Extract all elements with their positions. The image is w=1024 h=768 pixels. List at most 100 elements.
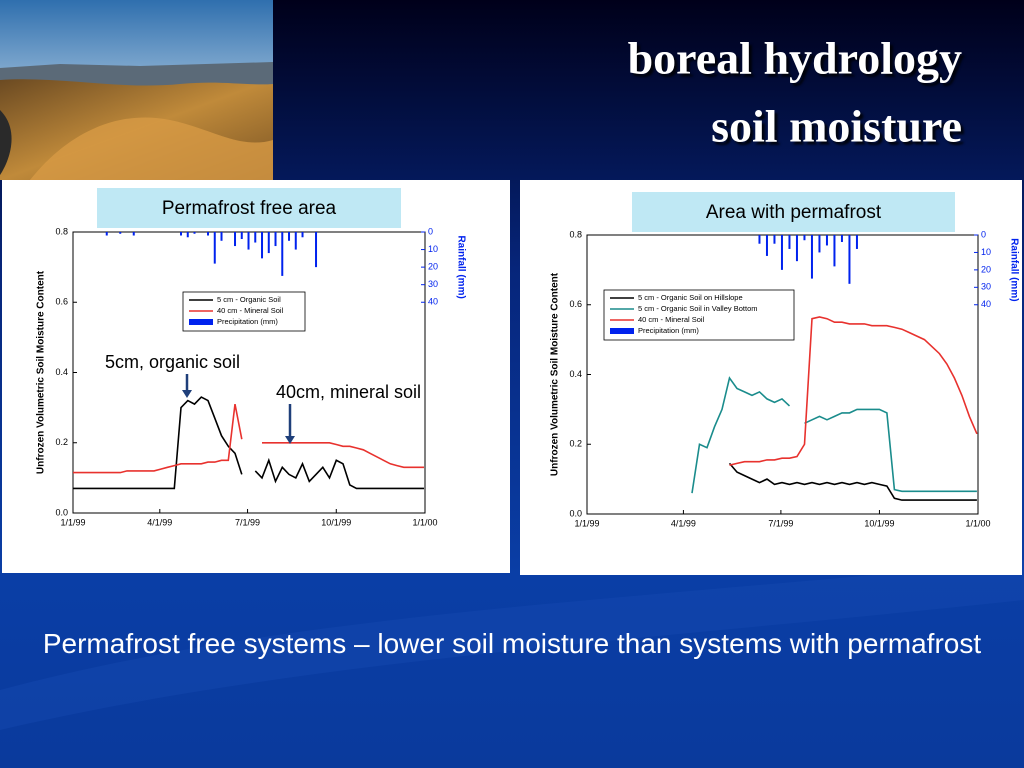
y2-axis-label: Rainfall (mm) xyxy=(455,235,466,298)
precip-bar xyxy=(780,235,783,270)
panel-label-box xyxy=(97,188,401,228)
precip-bar xyxy=(855,235,858,249)
series-line xyxy=(691,376,977,494)
precip-bar xyxy=(247,232,250,250)
precip-bar xyxy=(288,232,291,241)
precip-bar xyxy=(795,235,798,262)
panel-label-box xyxy=(632,192,955,232)
photo xyxy=(0,0,273,180)
y2-tick-label: 30 xyxy=(981,282,991,292)
legend-box xyxy=(603,289,795,341)
y2-tick-label: 0 xyxy=(428,226,433,236)
precip-bar xyxy=(207,232,210,236)
y2-tick-label: 20 xyxy=(981,264,991,274)
series-line xyxy=(728,462,977,501)
y-tick-label: 0.4 xyxy=(55,367,68,377)
annotation-arrowhead xyxy=(182,390,192,398)
precip-bar xyxy=(833,235,836,267)
y2-axis-label: Rainfall (mm) xyxy=(1008,238,1019,301)
precip-bar xyxy=(213,232,216,264)
panel-label: Area with permafrost xyxy=(706,202,882,223)
y2-tick-label: 40 xyxy=(981,299,991,309)
legend-label: 40 cm - Mineral Soil xyxy=(638,315,705,324)
chart: Permafrost free area 0.0 0.2 0.4 0.6 0.8 1/1/9… xyxy=(2,180,510,573)
precip-bar xyxy=(281,232,284,276)
legend-label: 40 cm - Mineral Soil xyxy=(217,306,284,315)
x-tick-label: 7/1/99 xyxy=(235,517,260,527)
precip-bar xyxy=(240,232,243,240)
precip-bar xyxy=(818,235,821,253)
slide-title: boreal hydrology xyxy=(628,33,962,84)
y2-tick-label: 20 xyxy=(428,262,438,272)
y-tick-label: 0.0 xyxy=(55,507,68,517)
legend-swatch xyxy=(610,328,634,334)
y-tick-label: 0.2 xyxy=(569,439,582,449)
precip-bar xyxy=(840,235,843,242)
y2-tick-label: 40 xyxy=(428,297,438,307)
y-tick-label: 0.8 xyxy=(55,226,68,236)
series-line xyxy=(73,396,424,490)
legend-swatch xyxy=(189,319,213,325)
annotation: 5cm, organic soil xyxy=(105,352,240,372)
precip-bar xyxy=(315,232,318,268)
y2-tick-label: 30 xyxy=(428,279,438,289)
legend-label: Precipitation (mm) xyxy=(217,317,278,326)
precip-bar xyxy=(234,232,237,247)
precip-bar xyxy=(132,232,135,236)
precip-bar xyxy=(788,235,791,249)
background-swoosh xyxy=(0,560,1024,730)
photo-slope xyxy=(30,117,273,180)
y-tick-label: 0.6 xyxy=(55,297,68,307)
y-axis-label: Unfrozen Volumetric Soil Moisture Conten… xyxy=(550,272,561,476)
precip-bar xyxy=(810,235,813,279)
precip-bar xyxy=(119,232,122,234)
x-tick-label: 10/1/99 xyxy=(321,517,351,527)
precip-bar xyxy=(186,232,189,238)
series-line xyxy=(73,403,424,474)
x-tick-label: 4/1/99 xyxy=(671,518,696,528)
precip-bar xyxy=(825,235,828,246)
precip-bar xyxy=(105,232,108,236)
precip-bar xyxy=(848,235,851,284)
precip-bar xyxy=(803,235,806,241)
y-tick-label: 0.0 xyxy=(569,508,582,518)
slide-title: soil moisture xyxy=(711,101,962,152)
annotation: 40cm, mineral soil xyxy=(276,382,421,402)
x-tick-label: 1/1/00 xyxy=(965,518,990,528)
x-tick-label: 4/1/99 xyxy=(147,517,172,527)
precip-bar xyxy=(773,235,776,244)
precip-bar xyxy=(254,232,257,243)
photo-frame xyxy=(0,110,12,175)
x-tick-label: 1/1/99 xyxy=(60,517,85,527)
y-tick-label: 0.8 xyxy=(569,229,582,239)
legend-label: Precipitation (mm) xyxy=(638,326,699,335)
y2-tick-label: 0 xyxy=(981,229,986,239)
y-tick-label: 0.4 xyxy=(569,369,582,379)
precip-bar xyxy=(261,232,264,259)
y2-tick-label: 10 xyxy=(981,247,991,257)
precip-bar xyxy=(193,232,196,234)
precip-bar xyxy=(220,232,223,241)
y-tick-label: 0.2 xyxy=(55,437,68,447)
y-tick-label: 0.6 xyxy=(569,299,582,309)
x-tick-label: 1/1/99 xyxy=(574,518,599,528)
legend-label: 5 cm - Organic Soil xyxy=(217,295,281,304)
precip-bar xyxy=(758,235,761,244)
precip-bar xyxy=(180,232,183,236)
panel-label: Permafrost free area xyxy=(162,198,337,219)
annotation-arrowhead xyxy=(285,436,295,444)
y2-tick-label: 10 xyxy=(428,244,438,254)
precip-bar xyxy=(274,232,277,247)
chart: Area with permafrost 0.0 0.2 0.4 0.6 0.8 1/1/9… xyxy=(520,180,1022,575)
series-line xyxy=(729,316,978,466)
x-tick-label: 7/1/99 xyxy=(768,518,793,528)
legend-label: 5 cm - Organic Soil in Valley Bottom xyxy=(638,304,758,313)
x-tick-label: 10/1/99 xyxy=(864,518,894,528)
precip-bar xyxy=(765,235,768,256)
chart-panel xyxy=(520,180,1022,575)
precip-bar xyxy=(294,232,297,250)
x-tick-label: 1/1/00 xyxy=(412,517,437,527)
y-axis-label: Unfrozen Volumetric Soil Moisture Conten… xyxy=(36,270,47,474)
